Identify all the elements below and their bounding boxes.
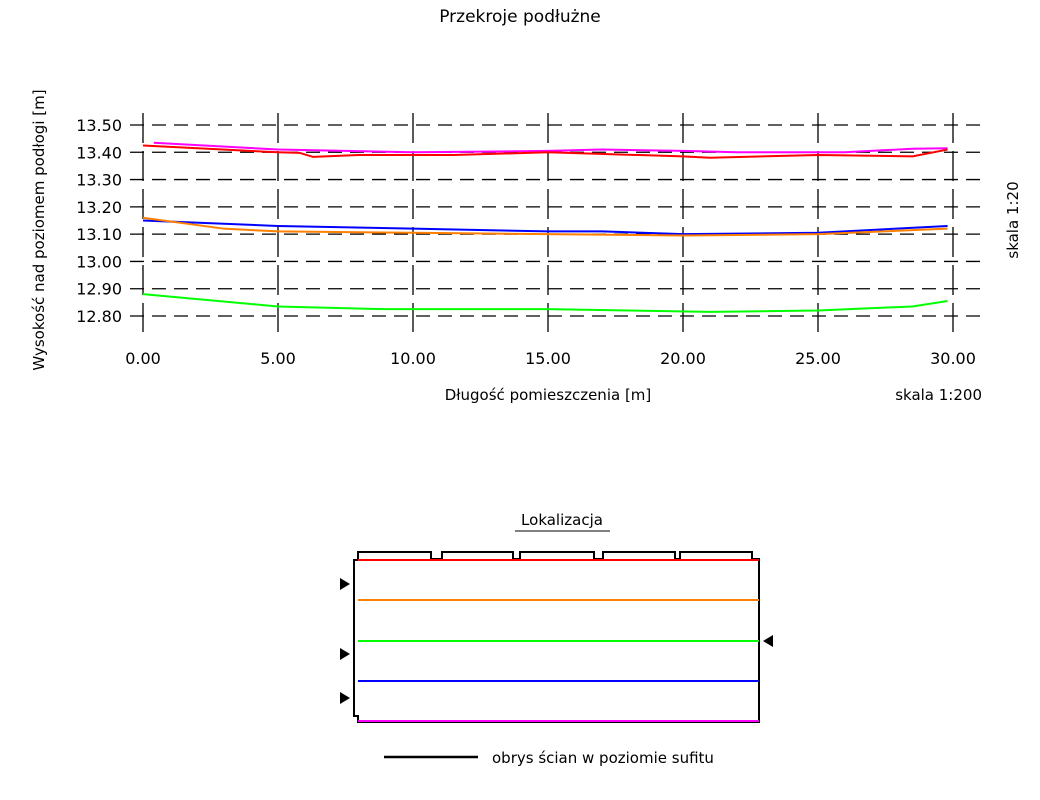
y-tick-label: 13.10 <box>76 225 122 244</box>
y-tick-label: 13.00 <box>76 252 122 271</box>
x-tick-label: 30.00 <box>930 349 976 368</box>
x-scale-label: skala 1:200 <box>895 386 982 404</box>
series-line <box>142 216 948 237</box>
y-tick-label: 12.90 <box>76 280 122 299</box>
section-lines <box>358 559 759 722</box>
section-marker-icon <box>340 692 350 704</box>
y-tick-label: 13.30 <box>76 171 122 190</box>
chart-title: Przekroje podłużne <box>439 7 601 27</box>
x-tick-label: 20.00 <box>660 349 706 368</box>
x-tick-label: 0.00 <box>125 349 161 368</box>
series-line <box>153 141 948 154</box>
y-tick-label: 13.40 <box>76 143 122 162</box>
section-marker-icon <box>763 635 773 647</box>
legend-label: obrys ścian w poziomie sufitu <box>492 749 714 767</box>
y-tick-label: 12.80 <box>76 307 122 326</box>
y-tick-labels: 13.50 13.40 13.30 13.20 13.10 13.00 12.90 12.80 <box>76 116 122 326</box>
section-marker-icon <box>340 648 350 660</box>
x-tick-label: 10.00 <box>390 349 436 368</box>
y-tick-label: 13.50 <box>76 116 122 135</box>
y-tick-label: 13.20 <box>76 198 122 217</box>
y-axis-label: Wysokość nad poziomem podłogi [m] <box>30 89 48 370</box>
x-tick-label: 5.00 <box>260 349 296 368</box>
series-line <box>142 144 948 159</box>
x-tick-labels: 0.00 5.00 10.00 15.00 20.00 25.00 30.00 <box>125 349 976 368</box>
x-tick-label: 25.00 <box>795 349 841 368</box>
series-line <box>142 219 948 236</box>
section-marker-icon <box>340 578 350 590</box>
x-axis-label: Długość pomieszczenia [m] <box>445 386 652 404</box>
location-title: Lokalizacja <box>521 511 603 529</box>
y-scale-label: skala 1:20 <box>1004 181 1022 258</box>
x-tick-label: 15.00 <box>525 349 571 368</box>
wall-outline <box>353 551 760 723</box>
series-lines <box>142 141 948 313</box>
series-line <box>142 293 948 313</box>
grid <box>130 113 985 332</box>
